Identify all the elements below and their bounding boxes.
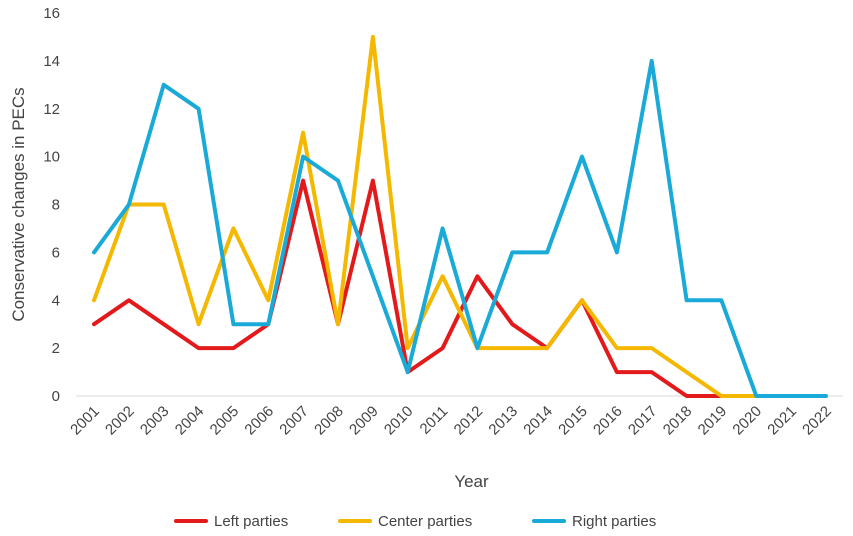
y-tick-label: 10 xyxy=(43,149,60,166)
x-tick-label: 2009 xyxy=(346,403,382,439)
x-tick-label: 2020 xyxy=(729,403,765,439)
x-tick-label: 2012 xyxy=(451,403,487,439)
y-tick-label: 0 xyxy=(52,388,60,405)
y-tick-label: 6 xyxy=(52,244,60,261)
x-tick-label: 2022 xyxy=(799,403,835,439)
x-tick-label: 2006 xyxy=(241,403,277,439)
series-lines xyxy=(92,34,828,398)
x-tick-label: 2008 xyxy=(311,403,347,439)
x-tick-label: 2018 xyxy=(660,403,696,439)
x-tick-label: 2017 xyxy=(625,403,661,439)
x-tick-label: 2019 xyxy=(695,403,731,439)
x-tick-label: 2010 xyxy=(381,403,417,439)
x-tick-label: 2013 xyxy=(485,403,521,439)
legend-label-left-parties: Left parties xyxy=(214,513,288,530)
y-tick-label: 12 xyxy=(43,101,60,118)
y-tick-label: 16 xyxy=(43,5,60,22)
series-line-center-parties xyxy=(92,34,759,398)
legend-label-center-parties: Center parties xyxy=(378,513,472,530)
x-tick-label: 2015 xyxy=(555,403,591,439)
x-tick-label: 2002 xyxy=(102,403,138,439)
y-tick-label: 14 xyxy=(43,53,60,70)
x-tick-label: 2001 xyxy=(67,403,103,439)
x-tick-label: 2014 xyxy=(520,403,556,439)
y-tick-label: 2 xyxy=(52,340,60,357)
legend: Left parties Center parties Right parties xyxy=(174,513,656,530)
x-tick-label: 2005 xyxy=(207,403,243,439)
y-axis-ticks: 0 2 4 6 8 10 12 14 16 xyxy=(43,5,60,405)
x-axis-ticks: 2001 2002 2003 2004 2005 2006 2007 2008 2009 2010… xyxy=(67,403,835,439)
x-tick-label: 2004 xyxy=(172,403,208,439)
legend-label-right-parties: Right parties xyxy=(572,513,656,530)
x-tick-label: 2021 xyxy=(764,403,800,439)
series-line-right-parties xyxy=(92,58,828,398)
x-axis-title: Year xyxy=(454,472,489,491)
x-tick-label: 2003 xyxy=(137,403,173,439)
y-axis-title: Conservative changes in PECs xyxy=(9,87,28,321)
x-tick-label: 2007 xyxy=(276,403,312,439)
y-tick-label: 4 xyxy=(52,292,60,309)
y-tick-label: 8 xyxy=(52,197,60,214)
x-tick-label: 2016 xyxy=(590,403,626,439)
x-tick-label: 2011 xyxy=(417,403,452,438)
